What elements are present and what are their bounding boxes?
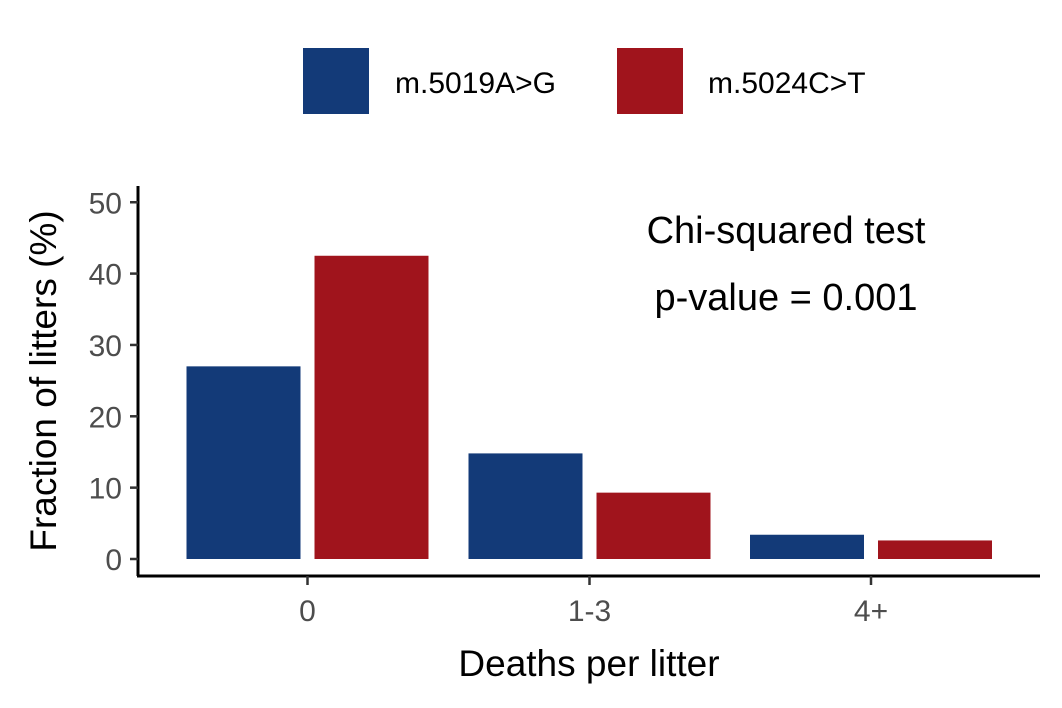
bar-4+-series-2 bbox=[878, 540, 992, 559]
annotation-p-value: p-value = 0.001 bbox=[654, 277, 917, 319]
y-tick-label: 20 bbox=[89, 401, 122, 434]
legend-key-series-2 bbox=[617, 48, 683, 114]
bars-group bbox=[186, 255, 992, 559]
bar-0-series-2 bbox=[314, 255, 429, 559]
annotation-test-name: Chi-squared test bbox=[647, 210, 926, 252]
legend-label-series-1: m.5019A>G bbox=[395, 67, 556, 100]
x-axis-title: Deaths per litter bbox=[458, 643, 719, 684]
bar-0-series-1 bbox=[186, 366, 301, 559]
legend-key-series-1 bbox=[303, 48, 369, 114]
legend-label-series-2: m.5024C>T bbox=[708, 67, 866, 100]
y-ticks-group: 0 10 20 30 40 50 bbox=[89, 187, 138, 577]
x-tick-label: 4+ bbox=[854, 595, 888, 628]
x-ticks-group: 0 1-3 4+ bbox=[299, 576, 888, 628]
y-tick-label: 0 bbox=[105, 544, 122, 577]
y-tick-label: 10 bbox=[89, 473, 122, 506]
y-tick-label: 40 bbox=[89, 259, 122, 292]
x-tick-label: 1-3 bbox=[568, 595, 611, 628]
x-tick-label: 0 bbox=[299, 595, 316, 628]
bar-1-3-series-1 bbox=[468, 453, 583, 559]
y-axis-title: Fraction of litters (%) bbox=[23, 210, 64, 551]
bar-4+-series-1 bbox=[750, 534, 864, 559]
legend: m.5019A>G m.5024C>T bbox=[303, 48, 866, 114]
y-tick-label: 30 bbox=[89, 330, 122, 363]
bar-1-3-series-2 bbox=[596, 492, 711, 559]
y-tick-label: 50 bbox=[89, 187, 122, 220]
